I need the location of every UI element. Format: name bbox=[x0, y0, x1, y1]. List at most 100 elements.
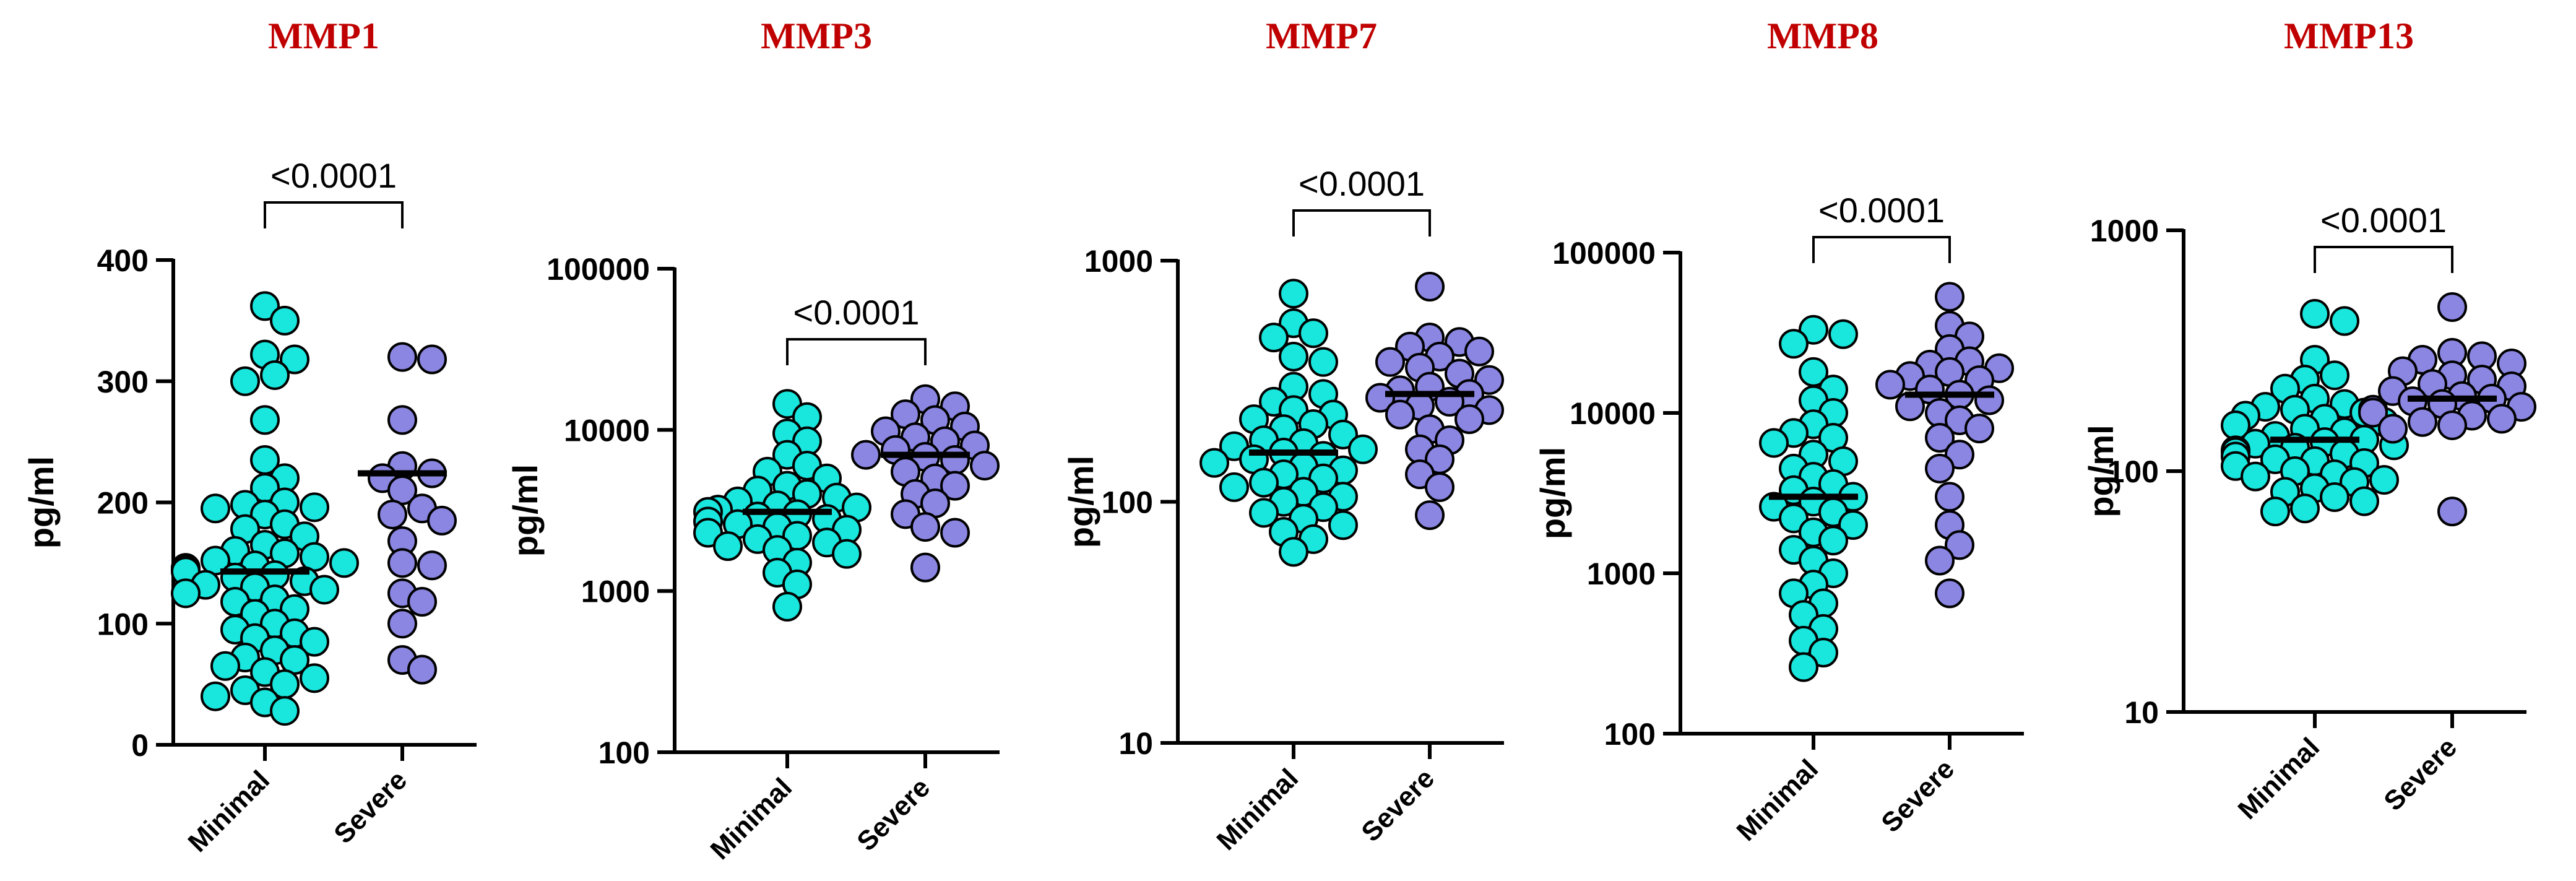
data-point-severe bbox=[2437, 292, 2467, 322]
data-point-severe bbox=[1375, 347, 1405, 377]
data-point-severe bbox=[910, 552, 940, 583]
y-tick-label: 100000 bbox=[547, 252, 650, 287]
y-tick-label: 100 bbox=[2107, 454, 2159, 489]
data-point-minimal bbox=[713, 531, 743, 562]
panel-title: MMP8 bbox=[1767, 15, 1878, 56]
x-tick-label-minimal: Minimal bbox=[705, 772, 798, 865]
y-axis-label: pg/ml bbox=[1533, 447, 1572, 539]
data-point-minimal bbox=[1308, 347, 1338, 377]
panel-title: MMP3 bbox=[761, 15, 872, 56]
p-value-label: <0.0001 bbox=[793, 293, 920, 332]
y-axis-label: pg/ml bbox=[506, 464, 545, 557]
data-point-minimal bbox=[270, 696, 300, 726]
significance-bracket bbox=[264, 201, 404, 228]
y-tick-label: 1000 bbox=[581, 575, 650, 609]
data-point-severe bbox=[2378, 414, 2408, 444]
data-point-severe bbox=[1925, 453, 1955, 484]
data-point-minimal bbox=[1828, 319, 1858, 349]
data-point-minimal bbox=[1259, 323, 1289, 353]
data-point-severe bbox=[387, 342, 417, 372]
x-tick-label-severe: Severe bbox=[2378, 732, 2463, 817]
y-axis-label: pg/ml bbox=[2081, 425, 2120, 517]
data-point-severe bbox=[2487, 404, 2517, 434]
chart-panel-mmp8: MMP8 100 1000 10000 100000 pg/ml Minimal Severe… bbox=[1533, 15, 2024, 847]
panel-title: MMP13 bbox=[2284, 15, 2414, 56]
data-point-severe bbox=[387, 405, 417, 435]
data-point-minimal bbox=[2320, 482, 2349, 512]
data-point-minimal bbox=[210, 651, 240, 681]
data-point-severe bbox=[1425, 472, 1454, 502]
data-point-minimal bbox=[300, 492, 329, 523]
x-tick-label-severe: Severe bbox=[328, 765, 413, 849]
data-point-minimal bbox=[1199, 448, 1229, 478]
data-point-minimal bbox=[1279, 279, 1308, 309]
data-point-minimal bbox=[201, 493, 230, 524]
data-point-severe bbox=[1925, 423, 1955, 453]
data-point-minimal bbox=[2349, 486, 2379, 516]
chart-panel-mmp7: MMP7 10 100 1000 pg/ml Minimal Severe <0.0001 bbox=[1061, 15, 1504, 856]
data-point-severe bbox=[1875, 370, 1905, 400]
y-tick-label: 100 bbox=[1102, 485, 1153, 520]
y-axis-label: pg/ml bbox=[22, 456, 61, 549]
significance-bracket bbox=[786, 338, 927, 365]
data-point-minimal bbox=[772, 591, 802, 622]
data-point-severe bbox=[1925, 545, 1955, 576]
data-point-severe bbox=[1385, 399, 1415, 430]
data-point-minimal bbox=[1279, 341, 1308, 371]
data-point-minimal bbox=[1818, 526, 1848, 556]
y-tick-label: 100 bbox=[599, 736, 650, 770]
data-point-severe bbox=[1454, 404, 1484, 435]
x-tick-label-minimal: Minimal bbox=[1731, 753, 1824, 846]
y-tick-label: 400 bbox=[97, 243, 149, 278]
data-point-minimal bbox=[2320, 360, 2349, 391]
y-tick-label: 1000 bbox=[1587, 557, 1656, 591]
data-point-minimal bbox=[2300, 298, 2330, 329]
p-value-label: <0.0001 bbox=[2320, 201, 2447, 240]
data-point-severe bbox=[427, 505, 457, 536]
data-point-minimal bbox=[201, 681, 230, 711]
data-point-minimal bbox=[1219, 472, 1249, 502]
x-tick-label-severe: Severe bbox=[1355, 763, 1440, 848]
chart-panel-mmp1: MMP1 0 100 200 300 400 pg/ml Minimal Severe <0.00… bbox=[22, 15, 477, 858]
significance-bracket bbox=[2314, 246, 2453, 273]
data-point-minimal bbox=[1809, 638, 1838, 668]
y-tick-label: 1000 bbox=[1084, 244, 1153, 279]
data-point-minimal bbox=[1779, 329, 1809, 359]
y-tick-label: 1000 bbox=[2090, 214, 2159, 248]
data-point-minimal bbox=[270, 305, 300, 336]
y-tick-label: 100 bbox=[97, 607, 149, 641]
y-tick-label: 100 bbox=[1604, 717, 1656, 752]
data-point-minimal bbox=[230, 366, 260, 396]
data-point-minimal bbox=[1348, 434, 1378, 464]
y-tick-label: 10000 bbox=[564, 413, 650, 448]
data-point-severe bbox=[407, 587, 437, 617]
data-point-severe bbox=[378, 500, 407, 530]
data-point-severe bbox=[2437, 410, 2467, 440]
x-tick-label-severe: Severe bbox=[1875, 753, 1960, 838]
chart-panel-mmp3: MMP3 100 1000 10000 100000 pg/ml Minimal Severe… bbox=[506, 15, 1000, 866]
data-point-severe bbox=[387, 548, 417, 578]
panel-title: MMP7 bbox=[1266, 15, 1377, 56]
data-point-severe bbox=[940, 471, 970, 501]
x-tick-label-minimal: Minimal bbox=[183, 765, 275, 857]
y-tick-label: 0 bbox=[131, 728, 149, 763]
data-point-minimal bbox=[2241, 461, 2270, 492]
data-point-minimal bbox=[260, 360, 290, 390]
data-point-minimal bbox=[1759, 428, 1789, 458]
data-point-severe bbox=[1415, 500, 1445, 531]
x-tick-label-minimal: Minimal bbox=[2232, 732, 2325, 825]
data-point-minimal bbox=[2330, 306, 2359, 336]
data-point-minimal bbox=[2369, 465, 2399, 495]
y-tick-label: 10 bbox=[1118, 726, 1153, 761]
y-tick-label: 100000 bbox=[1552, 236, 1656, 271]
data-point-minimal bbox=[280, 344, 309, 375]
data-point-severe bbox=[2408, 407, 2437, 437]
x-tick-label-minimal: Minimal bbox=[1211, 763, 1304, 856]
x-tick-label-severe: Severe bbox=[851, 772, 936, 857]
data-point-severe bbox=[910, 512, 940, 542]
data-point-minimal bbox=[1838, 510, 1868, 540]
data-point-minimal bbox=[300, 627, 329, 657]
y-tick-label: 200 bbox=[97, 486, 149, 521]
data-point-minimal bbox=[300, 663, 329, 693]
